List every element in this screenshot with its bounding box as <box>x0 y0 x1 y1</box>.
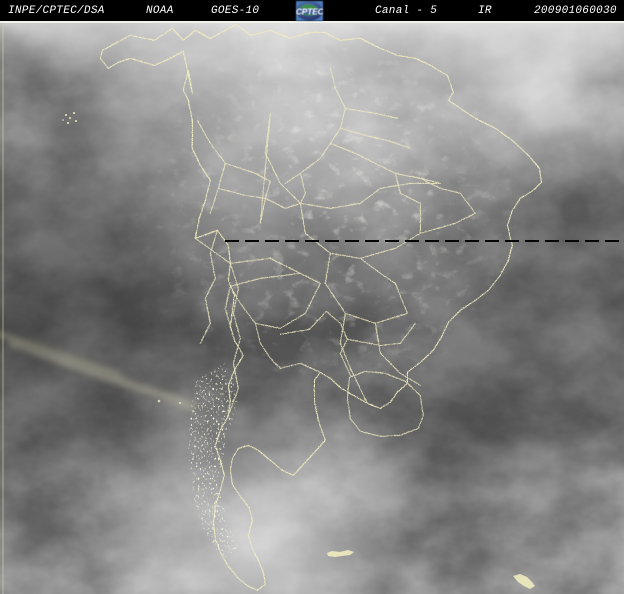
svg-text:CPTEC: CPTEC <box>296 7 323 16</box>
